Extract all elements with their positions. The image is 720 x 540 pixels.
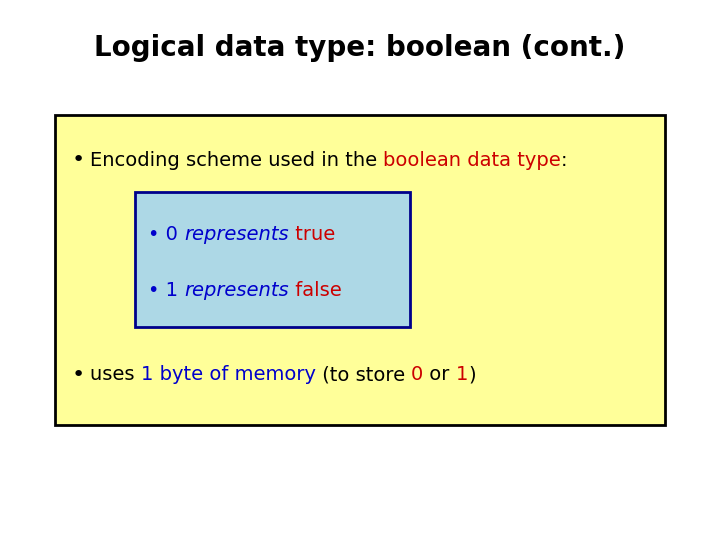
Text: represents: represents: [184, 280, 289, 300]
Text: uses: uses: [90, 366, 140, 384]
Text: • 1: • 1: [148, 280, 184, 300]
FancyBboxPatch shape: [55, 115, 665, 425]
Text: ): ): [469, 366, 476, 384]
Text: Encoding scheme used in the: Encoding scheme used in the: [90, 151, 383, 170]
Text: 1: 1: [456, 366, 469, 384]
Text: or: or: [423, 366, 456, 384]
Text: •: •: [72, 365, 85, 385]
Text: false: false: [289, 280, 341, 300]
Text: 0: 0: [411, 366, 423, 384]
Text: :: :: [561, 151, 567, 170]
FancyBboxPatch shape: [135, 192, 410, 327]
Text: (to store: (to store: [316, 366, 411, 384]
Text: Logical data type: boolean (cont.): Logical data type: boolean (cont.): [94, 34, 626, 62]
Text: •: •: [72, 150, 85, 170]
Text: • 0: • 0: [148, 225, 184, 244]
Text: 1 byte of memory: 1 byte of memory: [140, 366, 316, 384]
Text: true: true: [289, 225, 335, 244]
Text: boolean data type: boolean data type: [383, 151, 561, 170]
Text: represents: represents: [184, 225, 289, 244]
